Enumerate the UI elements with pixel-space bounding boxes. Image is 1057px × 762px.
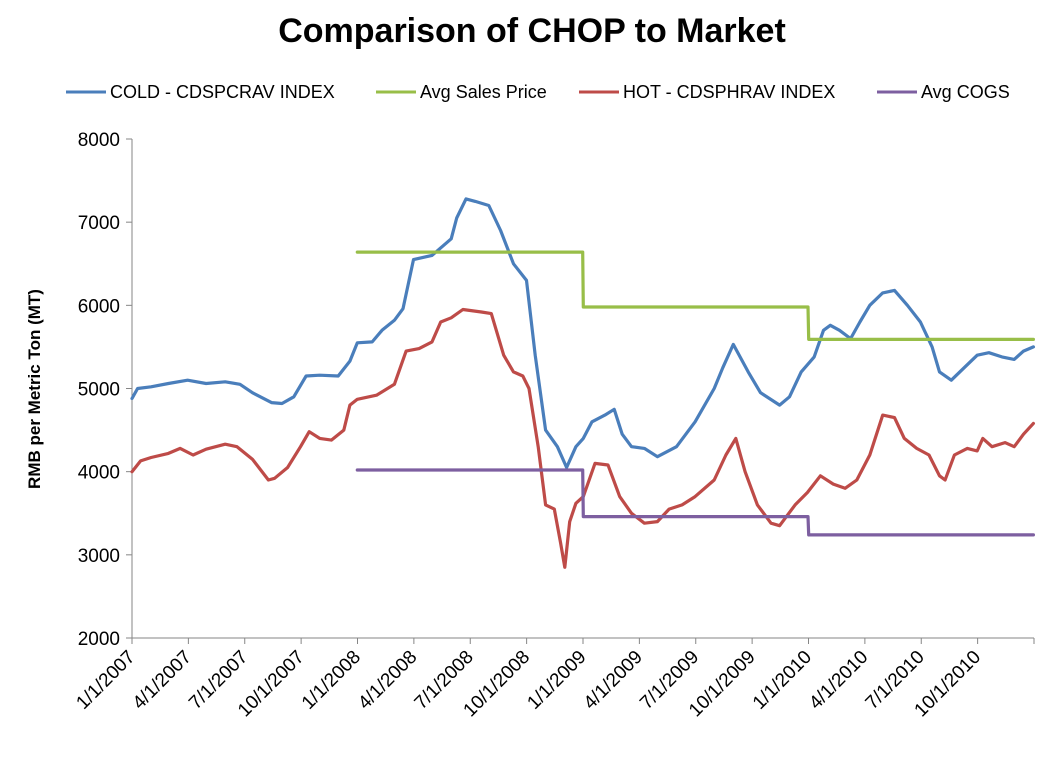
series-line-sales	[355, 250, 1036, 341]
y-tick-label: 6000	[78, 296, 120, 317]
x-tick-label: 1/1/2009	[523, 647, 590, 714]
x-tick-label: 4/1/2009	[580, 647, 647, 714]
x-tick-label: 4/1/2008	[354, 647, 421, 714]
legend: COLD - CDSPCRAV INDEX Avg Sales Price HO…	[66, 82, 1010, 102]
legend-item-cold: COLD - CDSPCRAV INDEX	[66, 82, 335, 102]
x-tick-label: 4/1/2007	[129, 647, 196, 714]
chart-title: Comparison of CHOP to Market	[278, 12, 786, 50]
x-tick-label: 4/1/2010	[805, 647, 872, 714]
series-group	[130, 197, 1036, 569]
x-ticks: 1/1/20074/1/20077/1/200710/1/20071/1/200…	[72, 638, 1035, 721]
y-ticks: 2000 3000 4000 5000 6000 7000 8000	[78, 130, 132, 650]
y-tick-label: 2000	[78, 629, 120, 650]
y-tick-label: 3000	[78, 546, 120, 567]
series-line-cogs	[355, 468, 1036, 537]
legend-label-hot: HOT - CDSPHRAV INDEX	[623, 82, 835, 102]
y-tick-label: 7000	[78, 213, 120, 234]
legend-label-sales: Avg Sales Price	[420, 82, 547, 102]
y-axis-label: RMB per Metric Ton (MT)	[25, 289, 44, 489]
axes	[131, 139, 1034, 639]
x-tick-label: 1/1/2008	[298, 647, 365, 714]
y-tick-label: 5000	[78, 380, 120, 401]
legend-item-cogs: Avg COGS	[877, 82, 1010, 102]
legend-label-cogs: Avg COGS	[921, 82, 1010, 102]
legend-label-cold: COLD - CDSPCRAV INDEX	[110, 82, 335, 102]
y-tick-label: 4000	[78, 463, 120, 484]
series-line-hot	[130, 307, 1036, 569]
legend-item-hot: HOT - CDSPHRAV INDEX	[579, 82, 835, 102]
x-tick-label: 1/1/2010	[749, 647, 816, 714]
series-line-cold	[130, 197, 1036, 470]
legend-item-sales: Avg Sales Price	[376, 82, 547, 102]
y-tick-label: 8000	[78, 130, 120, 151]
x-tick-label: 1/1/2007	[72, 647, 139, 714]
